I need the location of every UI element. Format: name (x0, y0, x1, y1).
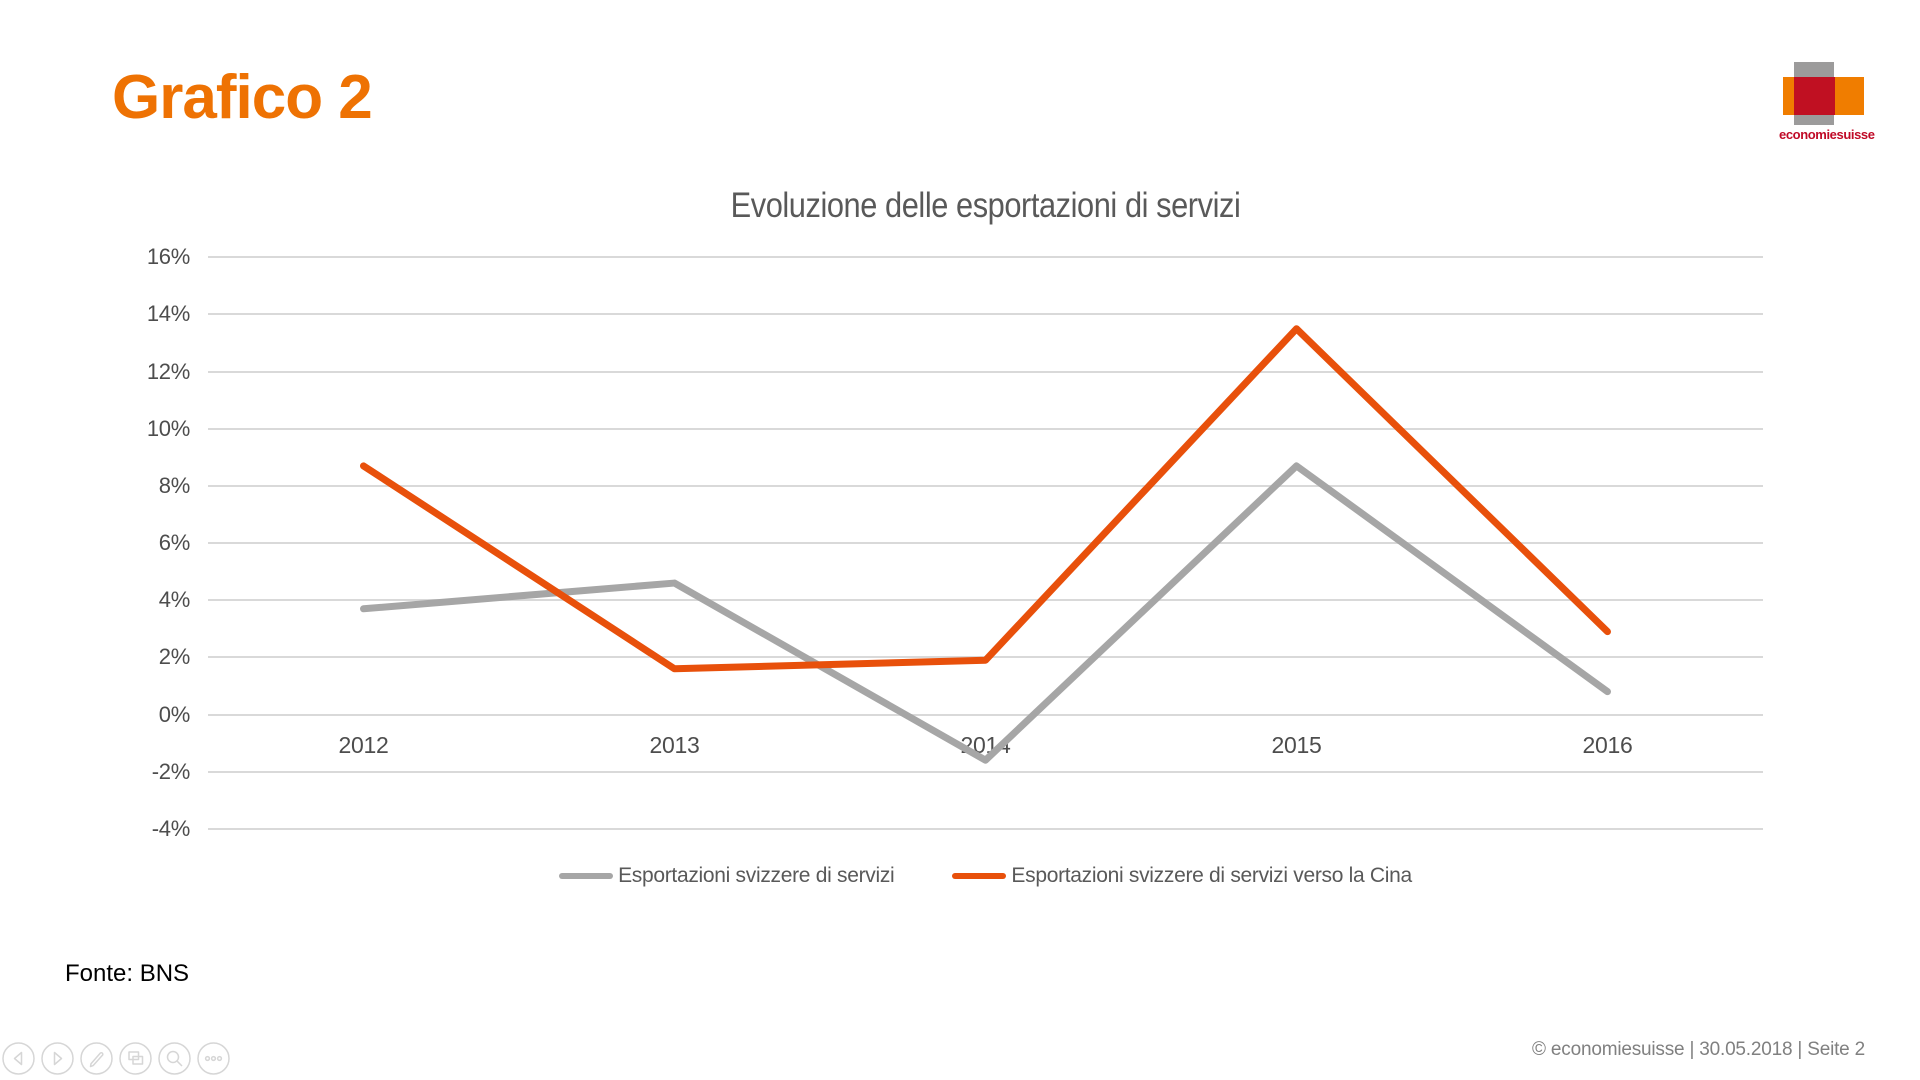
legend-item-0: Esportazioni svizzere di servizi (559, 864, 895, 888)
y-tick-label: 10% (146, 415, 190, 441)
logo-red-square (1794, 77, 1835, 115)
arrow-left-icon (2, 1042, 35, 1075)
slide-title: Grafico 2 (112, 63, 373, 132)
slides-icon (119, 1042, 152, 1075)
x-tick-label-2013: 2013 (649, 732, 700, 758)
logo-wordmark: economiesuisse (1779, 127, 1875, 142)
more-options-button[interactable] (197, 1042, 230, 1075)
chart-legend: Esportazioni svizzere di servizi Esportaz… (208, 864, 1763, 888)
zoom-button[interactable] (158, 1042, 191, 1075)
arrow-right-icon (41, 1042, 74, 1075)
gridline-0 (208, 713, 1763, 716)
y-tick-label: 16% (146, 244, 190, 270)
y-tick-label: -4% (151, 815, 191, 841)
legend-label: Esportazioni svizzere di servizi (618, 864, 895, 887)
y-tick-label: 8% (158, 472, 191, 498)
gridline--4 (208, 827, 1763, 830)
y-tick-label: 14% (146, 301, 190, 327)
gridline-2 (208, 656, 1763, 659)
gridline-12 (208, 370, 1763, 373)
series-line-0 (360, 462, 1611, 764)
gridline-10 (208, 427, 1763, 430)
y-tick-label: -2% (151, 758, 191, 784)
all-slides-button[interactable] (119, 1042, 152, 1075)
y-tick-label: 2% (158, 644, 191, 670)
gridline-14 (208, 313, 1763, 316)
x-tick-label-2014: 2014 (960, 732, 1011, 758)
x-tick-label-2012: 2012 (338, 732, 389, 758)
gridline-8 (208, 484, 1763, 487)
gridline-6 (208, 542, 1763, 545)
gridline--2 (208, 770, 1763, 773)
gridline-4 (208, 599, 1763, 602)
y-tick-label: 4% (158, 587, 191, 613)
ellipsis-icon (197, 1042, 230, 1075)
series-line-1 (360, 325, 1611, 673)
x-tick-label-2015: 2015 (1271, 732, 1322, 758)
y-tick-label: 12% (146, 358, 190, 384)
footer-note: © economiesuisse | 30.05.2018 | Seite 2 (1532, 1039, 1865, 1060)
legend-swatch-icon (559, 873, 614, 879)
chart-title: Evoluzione delle esportazioni di servizi (730, 186, 1241, 225)
gridline-16 (208, 256, 1763, 259)
next-slide-button[interactable] (41, 1042, 74, 1075)
pen-button[interactable] (80, 1042, 113, 1075)
x-tick-label-2016: 2016 (1582, 732, 1633, 758)
source-note: Fonte: BNS (65, 960, 190, 987)
y-tick-label: 6% (158, 530, 191, 556)
legend-item-1: Esportazioni svizzere di servizi verso l… (952, 864, 1412, 888)
magnifier-icon (158, 1042, 191, 1075)
presentation-toolbar (2, 1042, 230, 1075)
pen-icon (80, 1042, 113, 1075)
y-tick-label: 0% (158, 701, 191, 727)
legend-label: Esportazioni svizzere di servizi verso l… (1011, 864, 1412, 887)
legend-swatch-icon (952, 873, 1007, 879)
previous-slide-button[interactable] (2, 1042, 35, 1075)
